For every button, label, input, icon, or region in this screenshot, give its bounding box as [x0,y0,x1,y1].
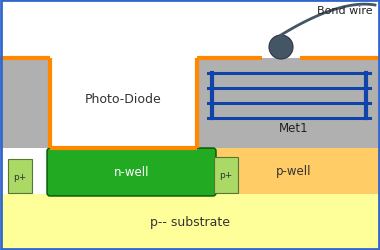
Bar [8,159,32,193]
Bar [0,194,380,250]
Bar [0,59,50,148]
Text: p-well: p-well [276,165,311,178]
Text: p-- substrate: p-- substrate [150,216,230,228]
Circle shape [269,36,293,60]
FancyBboxPatch shape [47,148,216,196]
Bar [197,148,380,194]
Bar [50,59,197,148]
Text: p+: p+ [13,172,27,181]
Text: p+: p+ [219,171,233,180]
Text: Met1: Met1 [279,122,308,135]
Text: Bond wire: Bond wire [317,6,373,16]
Text: n-well: n-well [114,166,149,179]
Bar [197,59,380,148]
Bar [214,157,238,193]
Text: Photo-Diode: Photo-Diode [85,93,162,106]
